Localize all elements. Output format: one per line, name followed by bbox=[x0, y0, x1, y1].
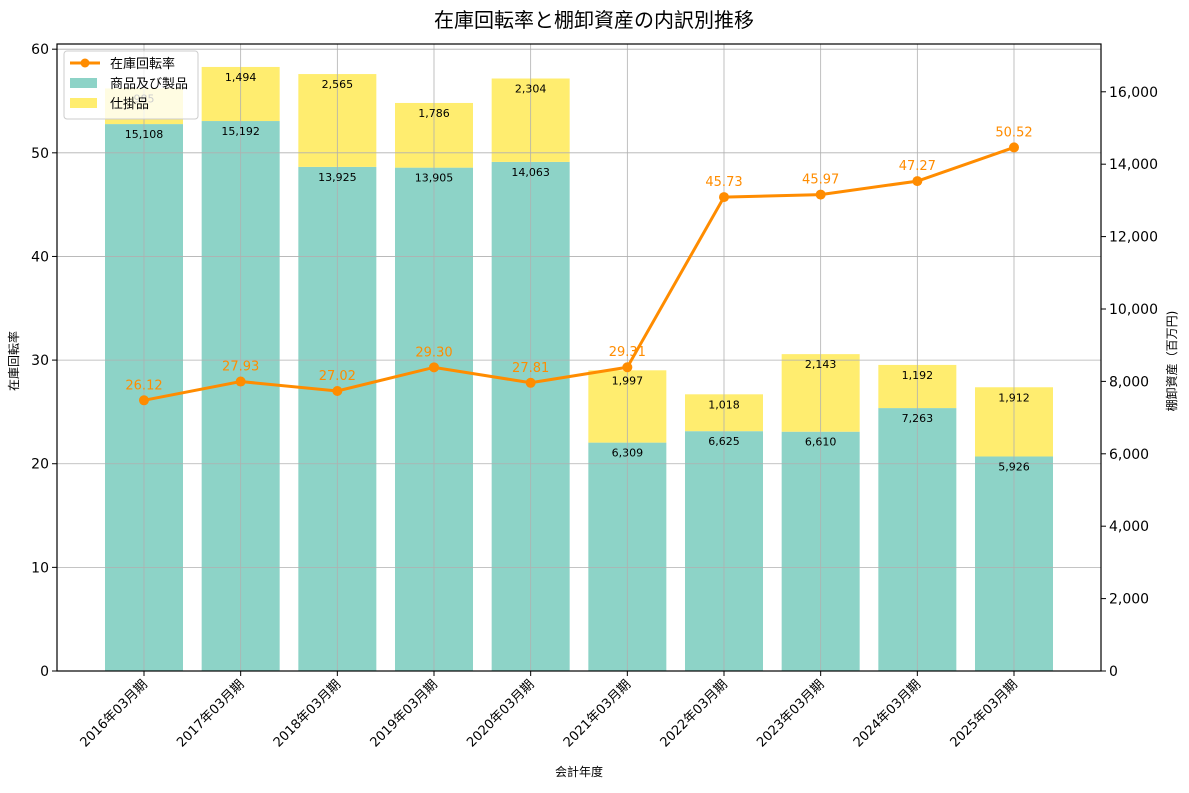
y-left-tick-label: 0 bbox=[40, 664, 49, 680]
y-axis-left-label: 在庫回転率 bbox=[6, 331, 21, 391]
bar-value-label: 14,063 bbox=[511, 166, 550, 179]
line-marker bbox=[622, 362, 633, 373]
line-marker bbox=[719, 192, 729, 203]
line-marker bbox=[235, 376, 246, 387]
bar-value-label: 2,143 bbox=[805, 358, 837, 371]
bar-value-label: 15,108 bbox=[125, 128, 164, 141]
bar-value-label: 5,926 bbox=[998, 460, 1030, 473]
x-tick-label: 2022年03月期 bbox=[658, 677, 731, 750]
bar-value-label: 2,304 bbox=[515, 82, 547, 95]
x-tick-label: 2020年03月期 bbox=[464, 677, 537, 750]
legend-label: 商品及び製品 bbox=[110, 77, 188, 92]
bar-value-label: 13,905 bbox=[415, 172, 454, 185]
line-value-label: 27.81 bbox=[512, 361, 549, 376]
y-axis-right-label: 棚卸資産（百万円) bbox=[1164, 311, 1179, 412]
y-right-tick-label: 8,000 bbox=[1109, 374, 1149, 390]
line-value-label: 26.12 bbox=[125, 378, 162, 393]
x-tick-label: 2016年03月期 bbox=[78, 677, 151, 750]
line-value-label: 29.30 bbox=[415, 345, 452, 360]
y-left-tick-label: 30 bbox=[31, 353, 49, 369]
y-left-tick-label: 50 bbox=[31, 146, 49, 162]
line-series: 26.12 27.93 27.02 29.30 27.81 29.31 45.73 45.97… bbox=[125, 125, 1033, 406]
legend-label: 仕掛品 bbox=[110, 97, 149, 112]
line-marker bbox=[912, 176, 923, 187]
x-tick-label: 2019年03月期 bbox=[368, 677, 441, 750]
line-marker bbox=[139, 395, 149, 406]
y-right-tick-label: 10,000 bbox=[1109, 302, 1158, 318]
bar-value-label: 6,309 bbox=[612, 447, 644, 460]
line-value-label: 27.02 bbox=[319, 369, 356, 384]
legend-bar-swatch bbox=[70, 98, 97, 108]
y-right-tick-label: 16,000 bbox=[1109, 85, 1158, 101]
bar-value-label: 1,018 bbox=[708, 398, 740, 411]
y-left-tick-label: 40 bbox=[31, 249, 49, 265]
bar-value-label: 1,912 bbox=[998, 391, 1030, 404]
y-right-tick-label: 4,000 bbox=[1109, 519, 1149, 535]
y-right-tick-label: 6,000 bbox=[1109, 447, 1149, 463]
line-value-label: 27.93 bbox=[222, 360, 259, 375]
chart-title: 在庫回転率と棚卸資産の内訳別推移 bbox=[434, 8, 754, 32]
x-tick-label: 2021年03月期 bbox=[561, 677, 634, 750]
x-axis-label: 会計年度 bbox=[555, 764, 603, 779]
line-value-label: 47.27 bbox=[899, 159, 936, 174]
line-marker bbox=[815, 189, 826, 200]
bar-value-label: 13,925 bbox=[318, 171, 357, 184]
y-right-tick-label: 12,000 bbox=[1109, 230, 1158, 246]
x-tick-label: 2024年03月期 bbox=[851, 677, 924, 750]
bar-value-label: 15,192 bbox=[221, 125, 260, 138]
line-marker bbox=[525, 377, 536, 388]
x-tick-label: 2025年03月期 bbox=[948, 677, 1021, 750]
y-right-tick-label: 14,000 bbox=[1109, 157, 1158, 173]
bar-value-label: 2,565 bbox=[322, 78, 354, 91]
legend-bar-swatch bbox=[70, 78, 97, 88]
y-left-tick-label: 10 bbox=[31, 560, 49, 576]
y-left-tick-label: 20 bbox=[31, 457, 49, 473]
line-marker bbox=[1009, 142, 1019, 153]
line-value-label: 50.52 bbox=[995, 125, 1032, 140]
bar-value-label: 1,997 bbox=[612, 374, 644, 387]
line-value-label: 29.31 bbox=[609, 345, 646, 360]
bar-value-label: 1,494 bbox=[225, 71, 257, 84]
y-right-tick-label: 2,000 bbox=[1109, 592, 1149, 608]
x-tick-label: 2023年03月期 bbox=[754, 677, 827, 750]
bar-value-label: 1,786 bbox=[418, 107, 450, 120]
line-marker bbox=[429, 362, 439, 373]
bar-value-label: 1,192 bbox=[902, 369, 934, 382]
line-value-label: 45.73 bbox=[705, 175, 742, 190]
bar-value-label: 6,610 bbox=[805, 436, 837, 449]
x-tick-label: 2017年03月期 bbox=[174, 677, 247, 750]
turnover-line bbox=[143, 146, 1015, 402]
line-value-label: 45.97 bbox=[802, 173, 839, 188]
legend-label: 在庫回転率 bbox=[110, 56, 175, 72]
x-tick-label: 2018年03月期 bbox=[271, 677, 344, 750]
bar-value-label: 6,625 bbox=[708, 435, 740, 448]
line-marker bbox=[332, 385, 343, 396]
y-left-tick-label: 60 bbox=[31, 42, 49, 58]
y-right-tick-label: 0 bbox=[1109, 664, 1118, 680]
bar-value-label: 7,263 bbox=[902, 412, 934, 425]
